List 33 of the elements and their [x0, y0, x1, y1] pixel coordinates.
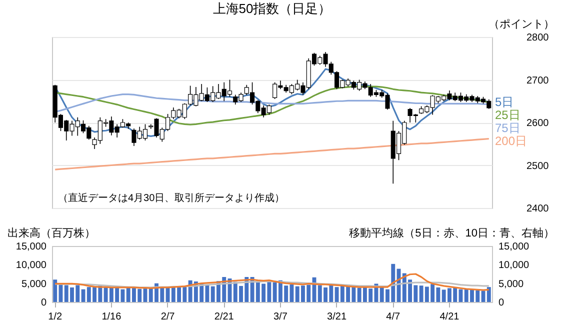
- y2-tick-label: 10,000: [498, 260, 530, 272]
- y2-axis-title: 移動平均線（5日：赤、10日：青、右軸）: [349, 226, 554, 240]
- y-tick-label: 2600: [526, 118, 550, 129]
- chart-title: 上海50指数（日足）: [212, 1, 332, 16]
- x-tick-label: 4/21: [440, 312, 460, 322]
- x-tick-label: 2/7: [160, 312, 176, 322]
- y-tick-label: 15,000: [16, 242, 47, 252]
- y-tick-label: 2700: [526, 75, 550, 86]
- y2-tick-label: 15,000: [498, 242, 530, 252]
- bar: [53, 280, 58, 302]
- series-label: 75日: [495, 120, 520, 135]
- series-label: 25日: [495, 108, 520, 122]
- series-label: 200日: [495, 134, 528, 148]
- x-tick-label: 4/7: [386, 312, 401, 322]
- y-tick-label: 2800: [526, 32, 550, 44]
- bar: [486, 287, 491, 302]
- x-tick-label: 1/16: [102, 312, 122, 322]
- y-tick-label: 5,000: [21, 278, 47, 290]
- y2-tick-label: 0: [498, 298, 504, 308]
- y2-tick-label: 5,000: [498, 278, 524, 290]
- x-tick-label: 3/21: [327, 312, 347, 322]
- series-label: 5日: [495, 94, 514, 109]
- y-tick-label: 10,000: [16, 260, 47, 272]
- annotation: （直近データは4月30日、取引所データより作成）: [58, 192, 285, 204]
- y-tick-label: 0: [40, 298, 47, 308]
- y-axis-title: 出来高（百万株）: [8, 226, 96, 240]
- line-series: [54, 273, 490, 291]
- y-tick-label: 2500: [526, 160, 550, 172]
- y-axis-title: （ポイント）: [488, 18, 554, 30]
- y-tick-label: 2400: [526, 204, 550, 214]
- x-tick-label: 3/7: [274, 312, 288, 322]
- x-tick-label: 2/21: [214, 312, 234, 322]
- x-tick-label: 1/2: [48, 312, 62, 322]
